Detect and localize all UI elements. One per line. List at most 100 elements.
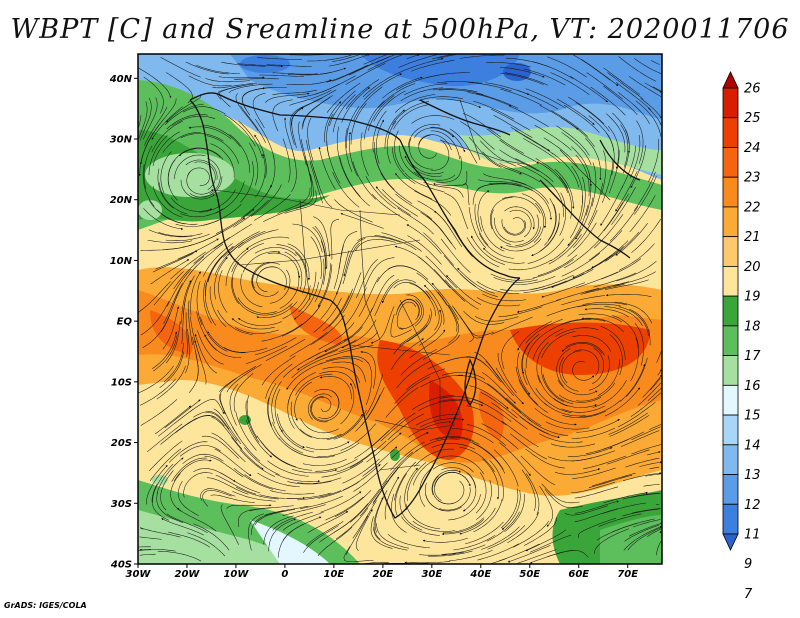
streamline [518, 379, 549, 413]
streamline [343, 238, 366, 277]
streamline [431, 470, 462, 495]
streamline [317, 442, 360, 458]
streamline [509, 433, 548, 460]
streamline [395, 299, 420, 317]
streamline [219, 85, 245, 108]
streamline [144, 106, 168, 146]
streamline [394, 376, 431, 404]
streamline [467, 424, 507, 446]
streamline [158, 408, 194, 437]
streamline [580, 284, 625, 295]
streamline [477, 190, 490, 232]
streamline [267, 383, 277, 427]
streamline [583, 455, 626, 470]
streamline [138, 132, 154, 177]
streamline [415, 414, 459, 426]
streamline [572, 54, 611, 81]
streamline [348, 131, 358, 177]
streamline [649, 466, 660, 470]
streamline [392, 147, 416, 184]
wbpt-color-field [138, 54, 662, 564]
streamline [565, 342, 605, 356]
streamline [164, 399, 201, 429]
streamline [623, 526, 662, 551]
streamline [218, 270, 228, 313]
streamline [249, 505, 294, 512]
streamline [630, 493, 660, 498]
streamline [619, 363, 646, 402]
streamline [628, 522, 662, 537]
streamline [598, 513, 642, 527]
streamline [574, 486, 619, 499]
streamline [541, 483, 580, 504]
streamline [423, 232, 455, 266]
colorbar-label: 9 [744, 557, 752, 572]
streamline [522, 333, 540, 375]
streamline [336, 126, 344, 171]
colorbar-label: 12 [744, 498, 761, 513]
streamline [604, 279, 649, 290]
streamline [520, 455, 556, 486]
streamline [194, 333, 218, 374]
streamline [340, 382, 355, 425]
streamline [313, 297, 342, 333]
streamline [160, 151, 172, 194]
streamline [165, 321, 181, 364]
colorbar-label: 19 [744, 290, 761, 305]
streamline [168, 159, 178, 201]
streamline [284, 190, 317, 214]
streamline [152, 131, 180, 166]
streamline [318, 146, 336, 190]
streamline [605, 294, 652, 297]
colorbar-box [722, 384, 739, 416]
streamline [151, 106, 183, 140]
streamline [433, 269, 466, 302]
streamline [438, 89, 484, 95]
streamline [539, 485, 554, 527]
streamline [149, 448, 182, 481]
streamline [348, 56, 390, 76]
streamline [467, 92, 512, 107]
streamline [459, 273, 498, 297]
streamline [303, 525, 339, 553]
streamline [502, 196, 541, 214]
streamline [324, 326, 363, 352]
streamline [160, 56, 201, 78]
streamline [416, 272, 448, 306]
streamline [231, 437, 264, 470]
streamline [631, 426, 661, 441]
streamline [574, 500, 620, 514]
streamline [482, 372, 516, 404]
streamline [300, 417, 339, 434]
coastlines [189, 92, 641, 519]
streamline [476, 281, 520, 294]
streamline [173, 256, 205, 290]
streamline [371, 193, 408, 222]
streamline [633, 171, 656, 212]
streamline [169, 441, 208, 463]
streamline [637, 382, 662, 406]
streamline [263, 204, 305, 223]
streamline [556, 98, 595, 125]
streamline [628, 76, 662, 98]
streamline [265, 363, 293, 399]
lon-label: 50E [519, 569, 540, 580]
streamline [510, 126, 551, 152]
colorbar-label: 25 [744, 111, 761, 126]
streamline [193, 523, 230, 551]
streamline [542, 374, 574, 405]
streamline [563, 104, 600, 133]
streamline [472, 183, 506, 205]
streamline [214, 448, 252, 477]
streamline [207, 331, 246, 353]
streamline [151, 331, 178, 370]
streamline [535, 158, 569, 189]
streamline [175, 415, 216, 434]
streamline [539, 433, 583, 443]
streamline [650, 60, 660, 65]
colorbar-label: 21 [744, 230, 761, 245]
streamline [342, 272, 362, 314]
streamline [231, 262, 240, 305]
streamline [139, 548, 176, 552]
streamline [294, 381, 312, 421]
